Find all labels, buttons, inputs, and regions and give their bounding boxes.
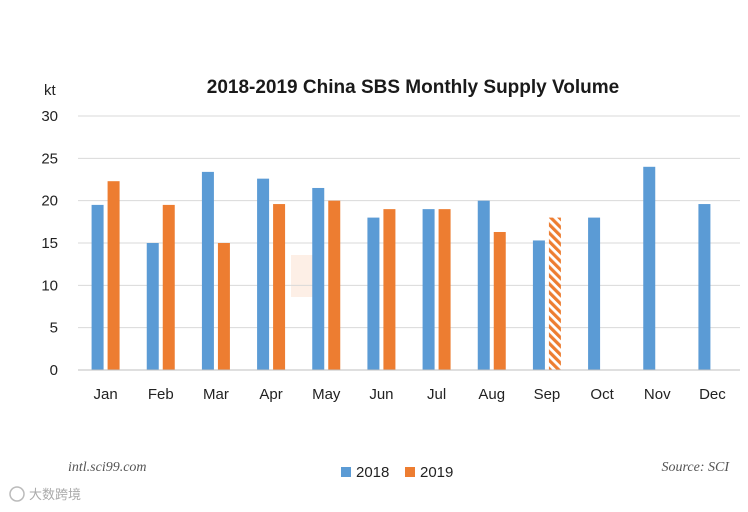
bar-2019-jul [438, 209, 451, 370]
bar-2018-sep [532, 240, 545, 370]
y-tick-label: 30 [41, 108, 58, 125]
bar-2019-apr [273, 204, 286, 370]
watermark: 大数跨境 [9, 486, 81, 502]
y-tick-label: 20 [41, 193, 58, 210]
legend-swatch-2018 [341, 467, 351, 477]
bar-2018-feb [146, 243, 159, 370]
bar-2018-jun [367, 217, 380, 370]
x-tick-label: Aug [478, 386, 505, 403]
x-axis-ticks: Jan Feb Mar Apr May Jun Jul Aug Sep Oct Nov Dec [93, 386, 726, 403]
legend: 2018 2019 [341, 464, 453, 481]
bar-2018-apr [257, 178, 270, 370]
y-axis-label: kt [44, 82, 57, 99]
y-tick-label: 25 [41, 150, 58, 167]
bar-2019-may [328, 200, 341, 370]
bar-2018-aug [477, 200, 490, 370]
bars [91, 166, 711, 370]
grid-lines [78, 115, 740, 329]
x-tick-label: Dec [699, 386, 726, 403]
legend-label-2019: 2019 [420, 464, 453, 481]
x-tick-label: Sep [534, 386, 561, 403]
bar-2018-oct [588, 217, 601, 370]
y-axis-ticks: 0 5 10 15 20 25 30 [41, 108, 58, 379]
x-tick-label: Nov [644, 386, 671, 403]
bar-2018-jan [91, 204, 104, 370]
source-note: Source: SCI [661, 460, 730, 475]
legend-swatch-2019 [405, 467, 415, 477]
background-logo [291, 255, 313, 297]
x-tick-label: May [312, 386, 341, 403]
bar-2018-jul [422, 209, 435, 370]
bar-2018-may [312, 187, 325, 370]
x-tick-label: Jun [369, 386, 393, 403]
bar-2019-jun [383, 209, 396, 370]
watermark-text: 大数跨境 [29, 487, 81, 502]
x-tick-label: Oct [590, 386, 614, 403]
y-tick-label: 15 [41, 235, 58, 252]
y-tick-label: 5 [50, 320, 58, 337]
legend-label-2018: 2018 [356, 464, 389, 481]
x-tick-label: Feb [148, 386, 174, 403]
bar-2018-nov [643, 166, 656, 370]
bar-2018-dec [698, 204, 711, 370]
x-tick-label: Jan [93, 386, 117, 403]
bar-2019-sep [548, 217, 561, 370]
x-tick-label: Mar [203, 386, 229, 403]
chart-title: 2018-2019 China SBS Monthly Supply Volum… [207, 77, 619, 98]
site-url: intl.sci99.com [68, 460, 147, 475]
bar-2019-feb [162, 204, 175, 370]
x-tick-label: Apr [259, 386, 282, 403]
y-tick-label: 0 [50, 362, 58, 379]
bar-2019-mar [217, 243, 230, 370]
bar-2018-mar [201, 171, 214, 370]
x-tick-label: Jul [427, 386, 446, 403]
bar-2019-aug [493, 231, 506, 370]
bar-2019-jan [107, 181, 120, 370]
y-tick-label: 10 [41, 277, 58, 294]
